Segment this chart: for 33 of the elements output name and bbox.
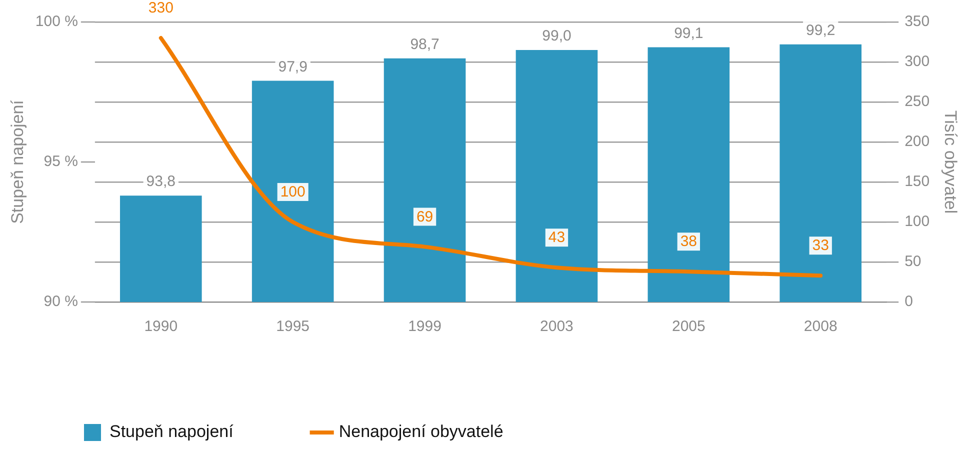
data-label: 33 [812, 237, 829, 254]
data-label: 38 [680, 233, 698, 250]
y2-tick-label: 150 [904, 173, 930, 190]
y-tick-label: 90 % [44, 293, 78, 310]
y2-tick-label: 50 [904, 253, 922, 270]
x-tick-label: 1990 [144, 318, 178, 336]
data-label: 100 [280, 184, 306, 201]
y2-tick-label: 200 [904, 133, 930, 150]
x-tick-label: 1995 [276, 318, 310, 336]
data-label: 98,7 [410, 36, 440, 54]
y-axis-title: Stupeň napojení [8, 100, 27, 224]
y2-tick-label: 350 [904, 13, 930, 30]
data-label: 99,1 [674, 24, 704, 42]
y2-tick-label: 0 [904, 293, 913, 310]
legend-label: Nenapojení obyvatelé [338, 422, 504, 442]
y2-tick-label: 100 [904, 213, 930, 230]
y-tick-label: 95 % [44, 153, 78, 170]
data-label: 69 [416, 208, 434, 226]
x-tick-label: 1999 [408, 318, 442, 336]
y2-tick-label: 250 [904, 93, 930, 110]
data-label: 93,8 [146, 173, 176, 190]
data-label: 99,0 [542, 28, 572, 45]
y2-tick-label: 300 [904, 53, 930, 70]
legend-label: Stupeň napojení [110, 422, 234, 442]
y-tick-label: 100 % [35, 13, 78, 30]
data-label: 330 [148, 0, 174, 17]
y2-axis-title: Tisíc obyvatel [941, 110, 960, 214]
x-tick-label: 2003 [540, 318, 574, 336]
data-label: 97,9 [278, 58, 308, 76]
data-label: 99,2 [806, 22, 836, 40]
x-tick-label: 2005 [672, 318, 706, 336]
x-tick-label: 2008 [804, 318, 838, 336]
data-label: 43 [548, 229, 566, 246]
